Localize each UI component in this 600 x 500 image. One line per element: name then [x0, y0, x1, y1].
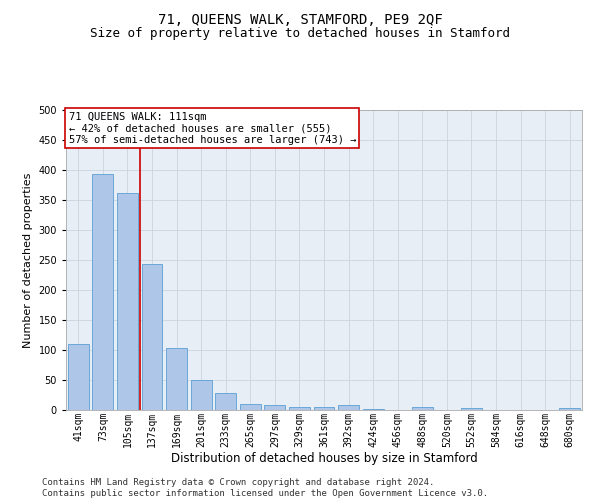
- Bar: [240, 404, 261, 410]
- Y-axis label: Number of detached properties: Number of detached properties: [23, 172, 33, 348]
- Bar: [117, 193, 138, 410]
- Bar: [215, 392, 236, 410]
- Bar: [461, 408, 482, 410]
- Bar: [314, 407, 334, 410]
- Bar: [289, 407, 310, 410]
- Text: 71, QUEENS WALK, STAMFORD, PE9 2QF: 71, QUEENS WALK, STAMFORD, PE9 2QF: [158, 12, 442, 26]
- Text: Size of property relative to detached houses in Stamford: Size of property relative to detached ho…: [90, 28, 510, 40]
- Bar: [191, 380, 212, 410]
- Bar: [338, 405, 359, 410]
- Bar: [559, 408, 580, 410]
- X-axis label: Distribution of detached houses by size in Stamford: Distribution of detached houses by size …: [170, 452, 478, 465]
- Bar: [412, 407, 433, 410]
- Text: Contains HM Land Registry data © Crown copyright and database right 2024.
Contai: Contains HM Land Registry data © Crown c…: [42, 478, 488, 498]
- Bar: [68, 344, 89, 410]
- Text: 71 QUEENS WALK: 111sqm
← 42% of detached houses are smaller (555)
57% of semi-de: 71 QUEENS WALK: 111sqm ← 42% of detached…: [68, 112, 356, 144]
- Bar: [166, 348, 187, 410]
- Bar: [265, 405, 286, 410]
- Bar: [92, 174, 113, 410]
- Bar: [142, 264, 163, 410]
